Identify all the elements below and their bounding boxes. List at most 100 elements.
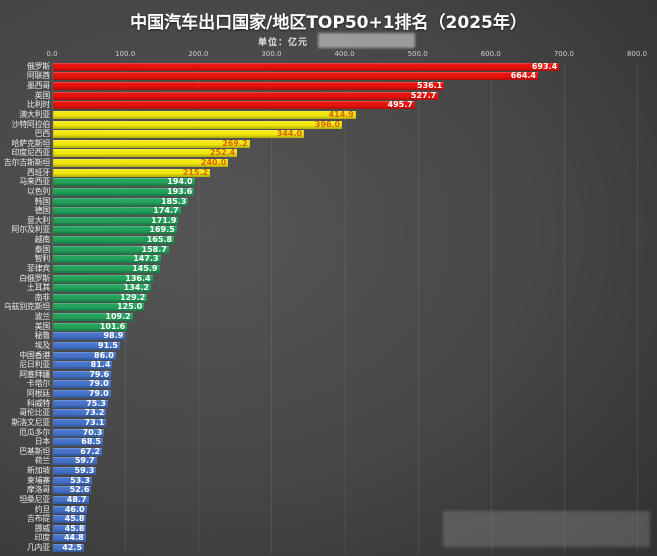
country-label: 智利 <box>34 254 51 264</box>
bar-value-label: 495.7 <box>387 100 413 110</box>
bar-value-label: 344.0 <box>276 129 303 139</box>
bar-row: 挪威 45.8 <box>0 524 637 534</box>
bar-track: 86.0 <box>53 351 637 361</box>
bar-value-label: 185.3 <box>160 196 187 206</box>
bar-track: 68.5 <box>53 437 637 447</box>
bar-row: 巴基斯坦 67.2 <box>0 447 637 457</box>
bar-row: 约旦 46.0 <box>0 505 637 515</box>
country-label: 斯洛文尼亚 <box>11 417 51 427</box>
bar-track: 67.2 <box>53 447 637 457</box>
bar-value-label: 252.4 <box>209 148 236 158</box>
bar-value-label: 109.2 <box>105 312 131 322</box>
bar: 136.4 <box>53 274 153 283</box>
bar: 527.7 <box>53 91 439 100</box>
country-label: 比利时 <box>26 100 50 110</box>
bar-track: 45.8 <box>53 514 637 524</box>
bar-track: 79.6 <box>53 370 637 380</box>
gridline <box>271 62 273 553</box>
bar-row: 智利 147.3 <box>0 255 637 265</box>
bar-row: 德国 174.7 <box>0 206 637 216</box>
bar-track: 136.4 <box>53 274 637 284</box>
bar-row: 土耳其 134.2 <box>0 283 637 293</box>
country-label: 西班牙 <box>26 167 50 177</box>
country-label: 波兰 <box>34 312 51 322</box>
bar-row: 意大利 171.9 <box>0 216 637 226</box>
bar: 73.2 <box>53 408 107 418</box>
bar: 536.1 <box>53 82 445 91</box>
bar-row: 俄罗斯 693.4 <box>0 62 637 72</box>
bar: 174.7 <box>53 206 181 216</box>
bar-row: 坦桑尼亚 48.7 <box>0 495 637 505</box>
bar-value-label: 68.5 <box>81 437 101 447</box>
bar-track: 194.0 <box>53 178 637 188</box>
bar-value-label: 147.3 <box>133 254 159 264</box>
country-label: 埃及 <box>34 340 51 350</box>
bar-value-label: 125.0 <box>116 302 143 312</box>
country-label: 卡塔尔 <box>26 379 50 389</box>
bar-row: 美国 101.6 <box>0 322 637 332</box>
bar: 79.0 <box>53 380 111 389</box>
bar-row: 荷兰 59.7 <box>0 457 637 467</box>
bar-track: 79.0 <box>53 389 637 399</box>
bar-value-label: 174.7 <box>153 206 179 216</box>
country-label: 土耳其 <box>26 283 50 293</box>
bar-value-label: 46.0 <box>64 504 85 514</box>
watermark-blur-bottom <box>443 511 650 547</box>
bar: 664.4 <box>53 72 538 81</box>
bar-track: 91.5 <box>53 341 637 351</box>
gridline <box>198 62 200 553</box>
bar-value-label: 70.3 <box>82 427 103 437</box>
x-axis-tick: 700.0 <box>553 50 574 58</box>
bar-track: 42.5 <box>53 543 637 553</box>
bar: 495.7 <box>53 100 415 110</box>
bar: 53.3 <box>53 475 92 485</box>
bar-value-label: 67.2 <box>80 446 101 456</box>
country-label: 南非 <box>34 292 51 302</box>
country-label: 马来西亚 <box>19 177 50 187</box>
bar-track: 147.3 <box>53 255 637 265</box>
bar-row: 新加坡 59.3 <box>0 466 637 476</box>
bar-row: 印度 44.8 <box>0 534 637 544</box>
bar-row: 阿尔及利亚 169.5 <box>0 226 637 236</box>
country-label: 科威特 <box>26 398 50 408</box>
country-label: 坦桑尼亚 <box>19 494 50 504</box>
country-label: 印度 <box>34 533 51 543</box>
bar: 125.0 <box>53 302 145 312</box>
bar-track: 134.2 <box>53 283 637 293</box>
bar-track: 269.2 <box>53 139 637 149</box>
country-label: 柬埔寨 <box>26 475 50 485</box>
bar-value-label: 73.2 <box>84 408 105 418</box>
bar-track: 169.5 <box>53 226 637 236</box>
bar-row: 韩国 185.3 <box>0 197 637 207</box>
bar: 79.6 <box>53 370 112 379</box>
bar: 129.2 <box>53 292 148 302</box>
gridline <box>490 62 492 553</box>
bar-row: 比利时 495.7 <box>0 101 637 111</box>
bar-track: 414.9 <box>53 110 637 120</box>
country-label: 新加坡 <box>26 466 50 476</box>
bar-track: 73.2 <box>53 409 637 419</box>
bar-value-label: 194.0 <box>167 177 193 187</box>
bar: 44.8 <box>53 533 86 543</box>
bar-value-label: 44.8 <box>63 533 84 543</box>
country-label: 俄罗斯 <box>26 61 50 71</box>
bar-value-label: 215.2 <box>182 167 209 177</box>
bar: 193.6 <box>53 187 195 196</box>
bar-row: 卡塔尔 79.0 <box>0 380 637 390</box>
bar-value-label: 53.3 <box>70 475 90 485</box>
bar: 48.7 <box>53 495 89 504</box>
bar-value-label: 129.2 <box>120 292 146 302</box>
bar: 73.1 <box>53 418 107 427</box>
bar-value-label: 269.2 <box>222 138 248 148</box>
bar-track: 53.3 <box>53 476 637 486</box>
chart-title: 中国汽车出口国家/地区TOP50+1排名（2025年） <box>130 13 527 33</box>
gridline <box>563 62 565 553</box>
country-label: 哈萨克斯坦 <box>11 138 51 148</box>
bar-row: 澳大利亚 414.9 <box>0 110 637 120</box>
bar-track: 45.8 <box>53 524 637 534</box>
bar: 86.0 <box>53 351 116 360</box>
bar-value-label: 158.7 <box>141 244 167 254</box>
bar: 67.2 <box>53 446 103 456</box>
bar-row: 阿塞拜疆 79.6 <box>0 370 637 380</box>
bar-track: 98.9 <box>53 332 637 342</box>
